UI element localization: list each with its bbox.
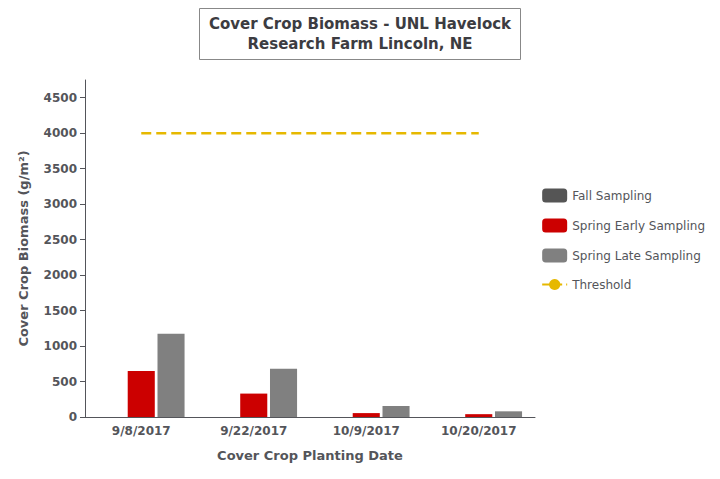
svg-text:Cover Crop Biomass - UNL Havel: Cover Crop Biomass - UNL Havelock: [209, 15, 512, 33]
svg-text:9/22/2017: 9/22/2017: [220, 424, 287, 438]
svg-text:Spring Late Sampling: Spring Late Sampling: [572, 249, 701, 263]
svg-text:Fall Sampling: Fall Sampling: [572, 189, 652, 203]
svg-text:Threshold: Threshold: [571, 278, 631, 292]
svg-text:2000: 2000: [44, 268, 77, 282]
svg-text:4000: 4000: [44, 126, 77, 140]
svg-text:2500: 2500: [44, 233, 77, 247]
svg-text:500: 500: [52, 375, 77, 389]
svg-text:0: 0: [69, 410, 77, 424]
svg-text:Cover Crop Planting Date: Cover Crop Planting Date: [217, 448, 403, 463]
svg-text:1500: 1500: [44, 304, 77, 318]
svg-text:3000: 3000: [44, 197, 77, 211]
svg-text:4500: 4500: [44, 91, 77, 105]
svg-text:Research Farm Lincoln, NE: Research Farm Lincoln, NE: [248, 35, 473, 53]
svg-text:9/8/2017: 9/8/2017: [112, 424, 171, 438]
svg-text:10/20/2017: 10/20/2017: [441, 424, 517, 438]
svg-text:3500: 3500: [44, 162, 77, 176]
svg-text:Cover Crop Biomass (g/m²): Cover Crop Biomass (g/m²): [16, 150, 31, 346]
svg-text:1000: 1000: [44, 339, 77, 353]
svg-text:Spring Early Sampling: Spring Early Sampling: [572, 219, 705, 233]
svg-text:10/9/2017: 10/9/2017: [333, 424, 400, 438]
